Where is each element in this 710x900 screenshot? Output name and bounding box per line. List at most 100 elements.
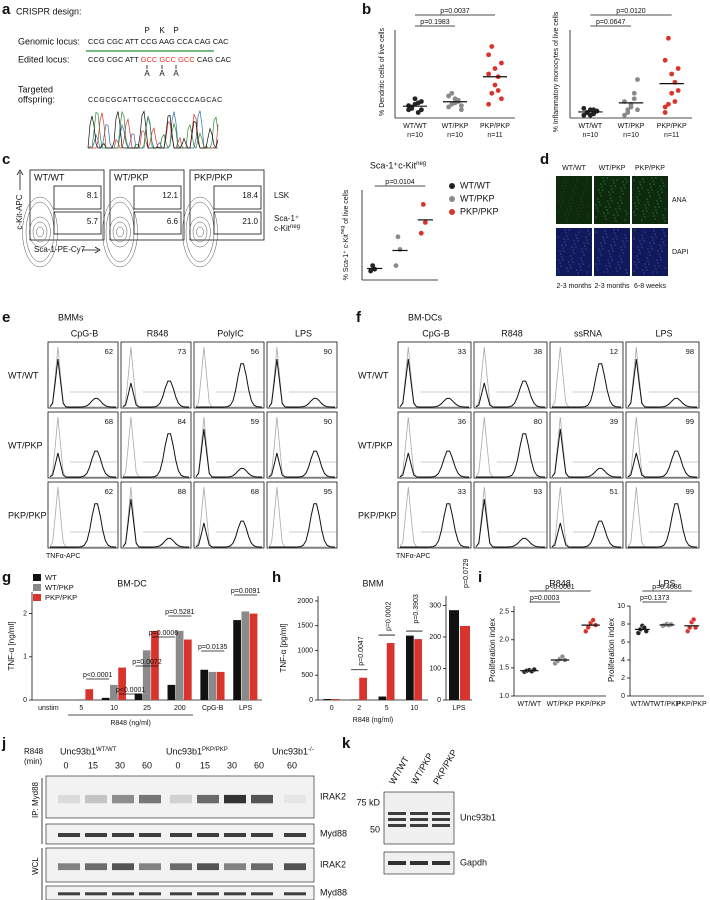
row-label: WT/WT [8, 370, 39, 380]
speckle [578, 231, 580, 233]
speckle [624, 234, 626, 236]
speckle [599, 204, 601, 206]
x-axis-label: TNFα-APC [396, 553, 430, 560]
speckle [620, 199, 622, 201]
percent-label: 99 [686, 417, 694, 426]
band [85, 863, 107, 871]
bar [359, 677, 367, 700]
bar [249, 613, 258, 700]
y-tick-label: 2000 [297, 598, 313, 605]
speckle [563, 250, 565, 252]
speckle [598, 189, 600, 191]
x-tick-label: LPS [239, 705, 253, 712]
histogram [268, 358, 335, 408]
legend-label: WT/WT [460, 180, 491, 190]
speckle [659, 256, 661, 258]
speckle [568, 229, 570, 231]
speckle [663, 244, 665, 246]
data-point [581, 112, 587, 118]
mw-marker: 50 [370, 824, 380, 834]
speckle [609, 194, 611, 196]
control-histogram [122, 346, 189, 408]
speckle [565, 185, 567, 187]
speckle [603, 271, 605, 273]
band [224, 863, 246, 871]
speckle [642, 237, 644, 239]
speckle [560, 194, 562, 196]
legend-swatch [33, 574, 41, 581]
speckle [643, 272, 645, 274]
data-point [422, 220, 428, 225]
speckle [626, 213, 628, 215]
percent-label: 73 [178, 347, 186, 356]
amino-acid: P [173, 26, 178, 35]
speckle [604, 242, 606, 244]
speckle [605, 218, 607, 220]
speckle [651, 177, 653, 179]
speckle [568, 261, 570, 263]
data-point [486, 52, 491, 58]
genomic-label: Genomic locus: [18, 36, 80, 46]
histogram-frame [473, 411, 548, 479]
band [251, 892, 273, 896]
speckle [634, 202, 636, 204]
band [388, 861, 406, 865]
gate [53, 185, 102, 210]
speckle [581, 189, 583, 191]
histogram [49, 450, 116, 478]
x-tick-label: 5 [79, 705, 83, 712]
speckle [583, 242, 585, 244]
percent-label: 59 [251, 417, 259, 426]
age-label: 2-3 months [556, 283, 592, 290]
bar [142, 650, 151, 700]
speckle [584, 245, 586, 247]
edited-seq: CCG CGC ATT GCC GCC GCC CAG CAC [88, 55, 232, 64]
row-label: WT/PKP [8, 440, 43, 450]
speckle [654, 206, 656, 208]
speckle [609, 206, 611, 208]
speckle [580, 269, 582, 271]
speckle [625, 210, 627, 212]
speckle [607, 200, 609, 202]
band [139, 863, 161, 871]
speckle [616, 238, 618, 240]
speckle [613, 182, 615, 184]
speckle [660, 200, 662, 202]
band [251, 794, 273, 804]
arrow [16, 169, 101, 254]
speckle [633, 211, 635, 213]
speckle [558, 212, 560, 214]
bar [208, 671, 217, 700]
row-label: WT/PKP [358, 440, 393, 450]
row-label: WT/WT [358, 370, 389, 380]
speckle [603, 239, 605, 241]
legend-swatch [33, 594, 41, 601]
x-tick-label: 5 [385, 705, 389, 712]
chromatogram [87, 110, 219, 149]
speckle [576, 210, 578, 212]
speckle [588, 218, 590, 220]
speckle [620, 258, 622, 260]
speckle [661, 238, 663, 240]
histogram-frame [625, 481, 700, 549]
data-point [662, 57, 668, 63]
histogram-frame [397, 341, 472, 409]
band [58, 833, 80, 837]
speckle [624, 187, 626, 189]
histogram-frame [120, 341, 192, 409]
data-point [635, 77, 640, 82]
superscript: PKP/PKP [202, 747, 228, 753]
panel-letter: k [342, 735, 351, 752]
speckle [561, 244, 563, 246]
p-value: p=0.0091 [231, 588, 260, 595]
speckle [572, 190, 574, 192]
speckle [558, 200, 560, 202]
bar [460, 625, 470, 700]
y-tick-label: 0 [437, 697, 441, 704]
y-tick-label: 100 [429, 665, 441, 672]
speckle [578, 216, 580, 218]
band [388, 824, 406, 827]
histogram [400, 503, 470, 548]
speckle [622, 252, 624, 254]
histogram-frame [47, 341, 119, 409]
